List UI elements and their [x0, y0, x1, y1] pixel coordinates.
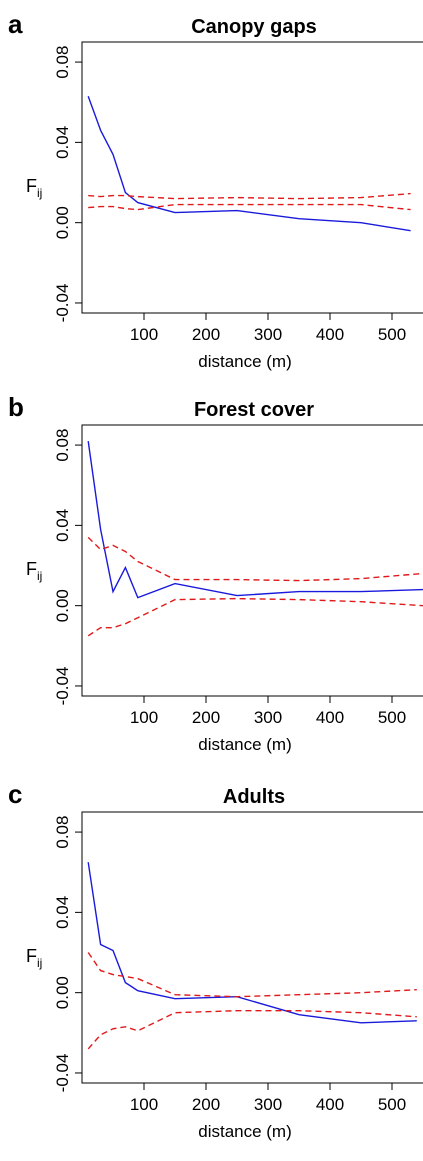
- panel-letter: a: [8, 9, 23, 39]
- chart-title: Canopy gaps: [191, 16, 317, 38]
- y-axis-label: Fij: [26, 946, 42, 970]
- series-lower-line: [87, 1010, 417, 1050]
- y-tick-label: 0.04: [53, 896, 72, 929]
- y-tick-label: 0.08: [53, 429, 72, 462]
- x-tick-label: 200: [192, 1095, 220, 1114]
- series-lower-line: [87, 597, 423, 637]
- chart-panel-b: b Forest cover -0.04 0.00 0.04 0.08 100 200 300 4…: [8, 392, 423, 754]
- y-tick-label: 0.00: [53, 976, 72, 1009]
- x-tick-label: 400: [316, 708, 344, 727]
- x-axis-label: distance (m): [198, 1122, 292, 1141]
- y-axis-label: Fij: [26, 559, 42, 583]
- x-tick-label: 300: [254, 1095, 282, 1114]
- x-tick-label: 100: [130, 1095, 158, 1114]
- series-upper-line: [87, 536, 423, 582]
- y-tick-label: 0.08: [53, 816, 72, 849]
- y-tick-label: 0.08: [53, 46, 72, 79]
- chart-title: Adults: [223, 786, 285, 808]
- x-tick-label: 200: [192, 325, 220, 344]
- y-tick-label: -0.04: [53, 284, 72, 323]
- x-tick-label: 500: [378, 708, 406, 727]
- series-observed-line: [87, 862, 417, 1024]
- series-upper-line: [87, 952, 417, 998]
- y-tick-label: 0.00: [53, 206, 72, 239]
- x-tick-label: 300: [254, 708, 282, 727]
- y-tick-label: -0.04: [53, 1054, 72, 1093]
- x-tick-label: 400: [316, 1095, 344, 1114]
- x-axis-label: distance (m): [198, 735, 292, 754]
- x-axis-label: distance (m): [198, 352, 292, 371]
- panel-letter: c: [8, 779, 22, 809]
- y-axis-label: Fij: [26, 176, 42, 200]
- y-tick-label: 0.04: [53, 509, 72, 542]
- series-upper-line: [88, 192, 411, 200]
- x-tick-label: 500: [378, 1095, 406, 1114]
- series-observed-line: [87, 441, 423, 599]
- plot-frame: [81, 811, 423, 1084]
- chart-title: Forest cover: [194, 399, 314, 421]
- series-observed-line: [87, 95, 411, 232]
- x-tick-label: 100: [130, 325, 158, 344]
- x-tick-label: 300: [254, 325, 282, 344]
- x-tick-label: 100: [130, 708, 158, 727]
- series-lower-line: [88, 203, 411, 211]
- x-tick-label: 500: [378, 325, 406, 344]
- x-tick-label: 200: [192, 708, 220, 727]
- x-tick-label: 400: [316, 325, 344, 344]
- plot-frame: [81, 424, 423, 697]
- chart-panel-a: a Canopy gaps -0.04 0.00 0.04 0.08 100 200 300 40…: [8, 9, 423, 371]
- chart-panel-c: c Adults -0.04 0.00 0.04 0.08 100 200 300 400 500 d…: [8, 779, 423, 1141]
- plot-frame: [81, 41, 423, 314]
- y-tick-label: -0.04: [53, 667, 72, 706]
- y-tick-label: 0.00: [53, 589, 72, 622]
- y-tick-label: 0.04: [53, 126, 72, 159]
- panel-letter: b: [8, 392, 24, 422]
